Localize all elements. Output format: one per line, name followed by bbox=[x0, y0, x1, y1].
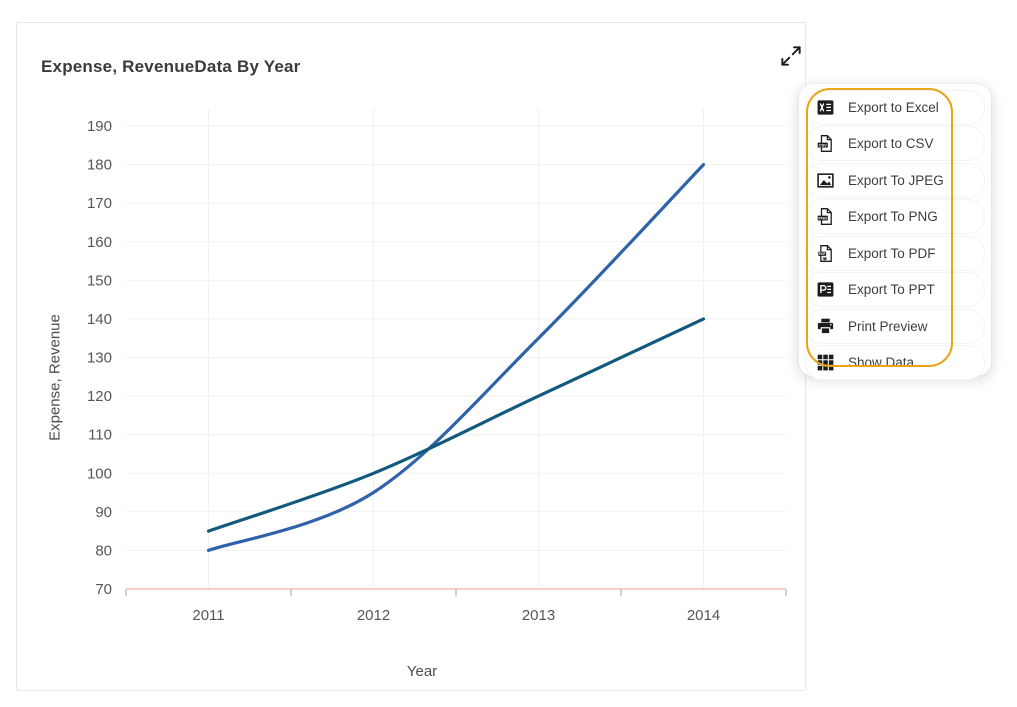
y-axis-label: 170 bbox=[87, 195, 112, 212]
menu-item-export-to-png[interactable]: PNG Export To PNG bbox=[805, 199, 985, 234]
ppt-icon bbox=[816, 280, 835, 299]
chart-title: Expense, RevenueData By Year bbox=[41, 57, 301, 76]
y-axis-label: 190 bbox=[87, 118, 112, 135]
y-axis-label: 160 bbox=[87, 234, 112, 251]
series-line-expense bbox=[206, 317, 706, 533]
chart-card: Expense, RevenueData By Year 70 80 90 100 11… bbox=[16, 22, 806, 691]
menu-item-export-to-jpeg[interactable]: Export To JPEG bbox=[805, 162, 985, 198]
menu-item-export-to-pdf[interactable]: PDF Export To PDF bbox=[805, 235, 985, 271]
y-axis-label: 140 bbox=[87, 311, 112, 328]
expand-icon bbox=[778, 43, 804, 72]
png-icon: PNG bbox=[816, 207, 835, 226]
y-axis-label: 100 bbox=[87, 465, 112, 482]
pdf-icon: PDF bbox=[816, 244, 835, 263]
menu-item-export-to-csv[interactable]: CSV Export to CSV bbox=[805, 126, 985, 161]
menu-item-export-to-ppt[interactable]: Export To PPT bbox=[805, 272, 985, 307]
x-axis-label: 2011 bbox=[192, 607, 224, 624]
y-axis-label: 110 bbox=[88, 427, 112, 444]
x-axis-label: 2012 bbox=[357, 607, 390, 624]
svg-text:PNG: PNG bbox=[818, 215, 827, 220]
x-axis-label: 2013 bbox=[522, 607, 555, 624]
printer-icon bbox=[816, 317, 835, 336]
svg-text:CSV: CSV bbox=[819, 142, 828, 147]
y-axis-label: 90 bbox=[95, 504, 112, 521]
svg-text:PDF: PDF bbox=[819, 251, 826, 255]
x-axis-label: 2014 bbox=[687, 607, 720, 624]
series-line-revenue bbox=[206, 163, 706, 552]
y-axis-label: 70 bbox=[95, 581, 112, 598]
excel-icon bbox=[816, 98, 835, 117]
csv-icon: CSV bbox=[816, 134, 835, 153]
y-axis-label: 80 bbox=[95, 542, 112, 559]
menu-item-print-preview[interactable]: Print Preview bbox=[805, 308, 985, 344]
jpeg-icon bbox=[816, 171, 835, 190]
y-axis-label: 130 bbox=[87, 350, 112, 367]
menu-item-export-to-excel[interactable]: Export to Excel bbox=[805, 89, 985, 125]
y-axis-label: 120 bbox=[87, 388, 112, 405]
expand-button[interactable] bbox=[775, 41, 807, 73]
x-axis-title: Year bbox=[406, 663, 438, 680]
menu-item-show-data[interactable]: Show Data bbox=[805, 345, 985, 380]
y-axis-title: Expense, Revenue bbox=[46, 314, 64, 441]
line-chart: 70 80 90 100 110 120 130 140 150 160 170 180 190 2011… bbox=[87, 109, 787, 624]
y-axis-label: 150 bbox=[87, 272, 112, 289]
grid-icon bbox=[816, 353, 835, 372]
y-axis-label: 180 bbox=[87, 157, 112, 174]
export-menu: Export to Excel CSV Export to CSV Export… bbox=[799, 84, 991, 380]
